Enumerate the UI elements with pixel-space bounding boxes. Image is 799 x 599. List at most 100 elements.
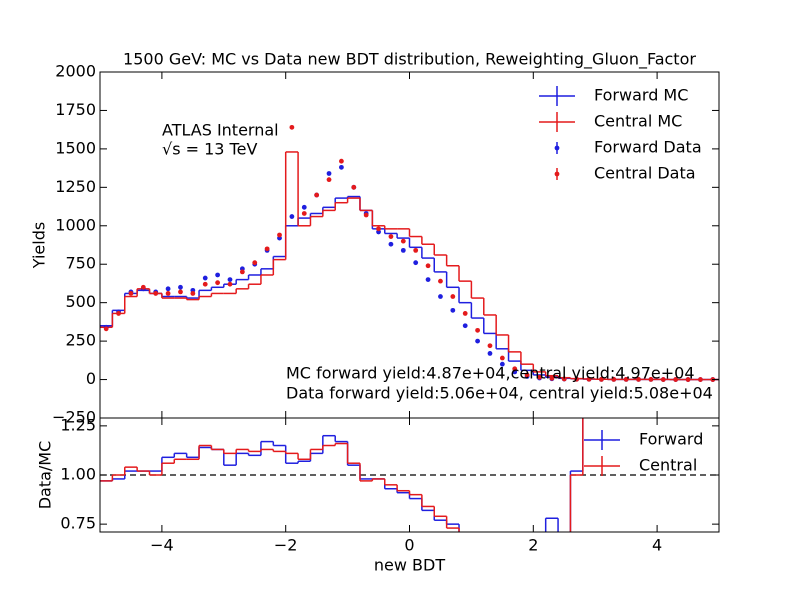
- chart-title: 1500 GeV: MC vs Data new BDT distributio…: [123, 50, 696, 70]
- data-point: [698, 377, 703, 382]
- legend-label: Central MC: [594, 112, 682, 131]
- data-point: [636, 377, 641, 382]
- data-point: [623, 377, 629, 382]
- data-point: [499, 361, 505, 367]
- x-axis-label: new BDT: [374, 556, 445, 575]
- data-point: [388, 241, 394, 247]
- data-point: [339, 158, 344, 164]
- data-point: [277, 232, 282, 238]
- data-point: [165, 286, 171, 292]
- data-point: [598, 377, 604, 382]
- data-point: [363, 212, 369, 218]
- data-point: [438, 278, 443, 284]
- legend-label: Forward MC: [594, 86, 688, 105]
- data-point: [537, 374, 542, 380]
- data-point: [314, 192, 320, 198]
- data-point: [289, 214, 295, 219]
- data-point: [326, 177, 332, 183]
- data-point: [227, 281, 233, 287]
- data-point: [178, 284, 183, 290]
- plot-area: [100, 124, 719, 382]
- data-point: [289, 124, 295, 130]
- plot-area: [100, 418, 719, 532]
- x-tick-label: 0: [404, 536, 414, 555]
- data-point: [462, 311, 468, 316]
- annotation: Data forward yield:5.06e+04, central yie…: [286, 384, 713, 403]
- legend-label: Forward: [639, 430, 703, 449]
- data-point: [301, 211, 307, 216]
- data-point: [425, 277, 431, 282]
- data-point: [487, 351, 493, 356]
- data-point: [660, 377, 666, 382]
- y-tick-label: 1500: [55, 138, 96, 157]
- data-point: [351, 184, 357, 190]
- x-tick-label: 2: [528, 536, 538, 555]
- annotation: √s = 13 TeV: [162, 140, 257, 159]
- axes-frame: [99, 417, 720, 533]
- y-tick-label: 250: [65, 331, 96, 350]
- data-point: [648, 377, 654, 382]
- data-point: [239, 269, 245, 275]
- data-point: [462, 323, 468, 329]
- legend-marker: [554, 145, 560, 151]
- data-point: [549, 375, 555, 381]
- data-point: [487, 343, 493, 349]
- data-point: [140, 284, 146, 290]
- legend-label: Central: [639, 456, 697, 475]
- data-point: [202, 281, 208, 287]
- x-tick-label: 4: [652, 536, 662, 555]
- annotation: ATLAS Internal: [162, 121, 279, 140]
- y-tick-label: 1750: [55, 100, 96, 119]
- data-point: [413, 247, 419, 253]
- data-point: [400, 247, 406, 253]
- data-point: [685, 377, 691, 382]
- data-point: [215, 280, 221, 286]
- data-point: [301, 204, 307, 210]
- data-point: [450, 307, 456, 313]
- data-point: [400, 238, 406, 244]
- data-point: [202, 275, 208, 281]
- data-point: [475, 338, 480, 344]
- y-tick-label: 1.25: [60, 415, 96, 434]
- data-point: [264, 246, 270, 252]
- data-point: [103, 326, 109, 332]
- y-axis-label: Yields: [30, 222, 49, 269]
- data-point: [116, 311, 121, 316]
- x-tick-label: −2: [274, 536, 298, 555]
- y-axis-label: Data/MC: [36, 441, 55, 510]
- data-point: [227, 277, 233, 282]
- data-point: [413, 260, 419, 266]
- y-tick-label: 0: [86, 369, 96, 388]
- data-point: [574, 376, 580, 382]
- data-point: [153, 291, 159, 296]
- x-tick-label: −4: [150, 536, 174, 555]
- data-point: [215, 272, 221, 278]
- data-point: [586, 376, 592, 382]
- data-point: [326, 171, 332, 176]
- y-tick-label: 1000: [55, 215, 96, 234]
- legend-label: Forward Data: [594, 138, 702, 157]
- data-point: [190, 291, 196, 296]
- y-tick-label: 1250: [55, 177, 96, 196]
- legend-marker: [554, 171, 560, 177]
- y-tick-label: 0.75: [60, 514, 96, 533]
- data-point: [252, 260, 258, 266]
- data-point: [499, 355, 505, 361]
- y-tick-label: −250: [52, 408, 96, 427]
- annotation: MC forward yield:4.87e+04,central yield:…: [286, 364, 695, 383]
- data-point: [438, 294, 443, 299]
- data-point: [512, 366, 518, 372]
- y-tick-label: 500: [65, 292, 96, 311]
- data-point: [673, 377, 679, 382]
- data-point: [524, 372, 530, 378]
- legend-label: Central Data: [594, 164, 696, 183]
- data-point: [425, 263, 431, 269]
- data-point: [178, 289, 183, 295]
- data-point: [339, 164, 344, 170]
- y-tick-label: 2000: [55, 62, 96, 81]
- data-point: [376, 226, 381, 232]
- data-point: [611, 377, 617, 382]
- data-point: [165, 291, 171, 296]
- data-point: [128, 291, 134, 296]
